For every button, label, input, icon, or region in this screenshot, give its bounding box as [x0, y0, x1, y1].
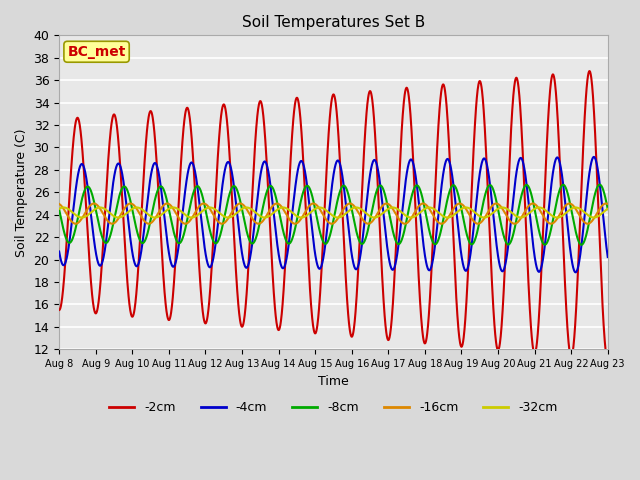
Y-axis label: Soil Temperature (C): Soil Temperature (C)	[15, 128, 28, 257]
X-axis label: Time: Time	[318, 374, 349, 387]
Legend: -2cm, -4cm, -8cm, -16cm, -32cm: -2cm, -4cm, -8cm, -16cm, -32cm	[104, 396, 563, 420]
Title: Soil Temperatures Set B: Soil Temperatures Set B	[242, 15, 425, 30]
Text: BC_met: BC_met	[67, 45, 125, 59]
